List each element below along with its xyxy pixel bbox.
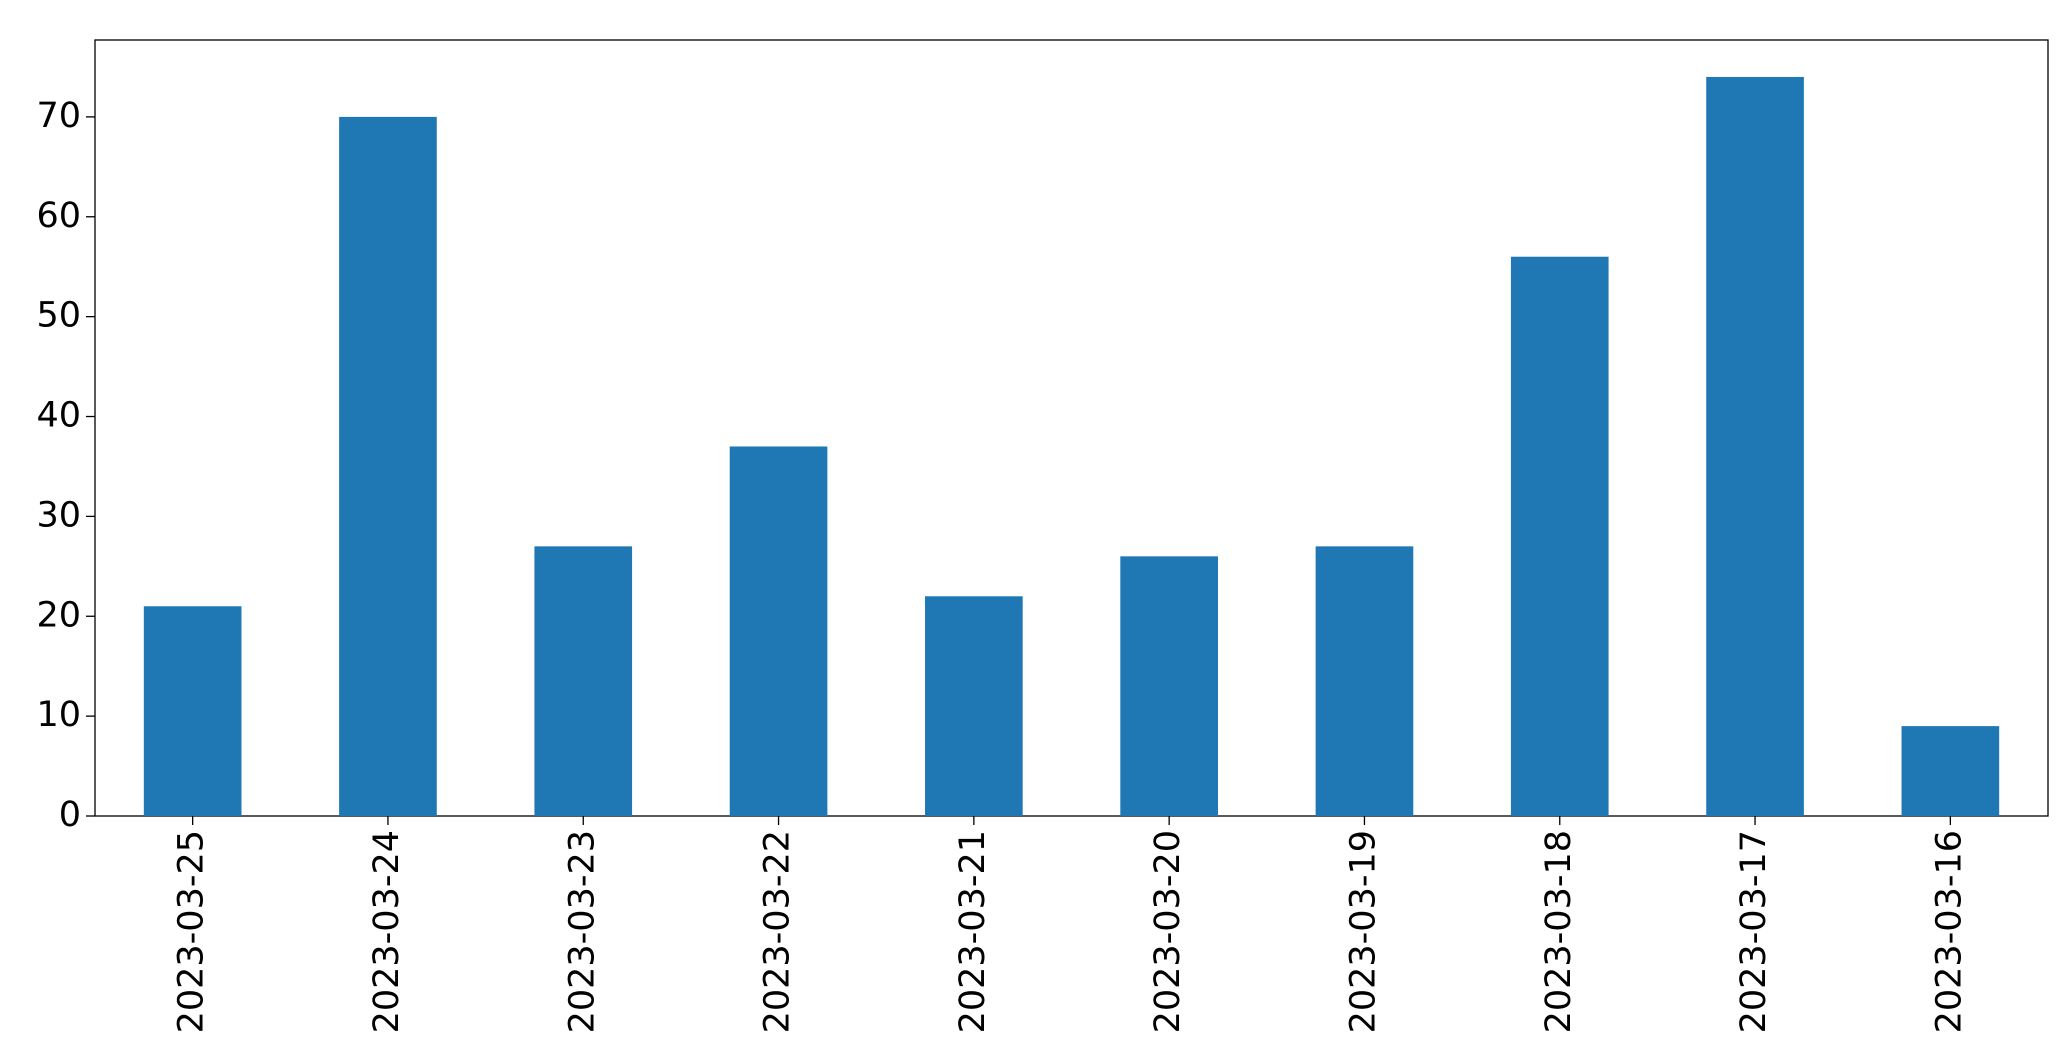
x-tick-label: 2023-03-16	[1929, 830, 1969, 1033]
y-tick-label: 50	[36, 296, 81, 336]
x-tick-label: 2023-03-17	[1734, 830, 1774, 1033]
x-tick-label: 2023-03-19	[1343, 830, 1383, 1033]
y-tick-label: 0	[59, 795, 81, 835]
bar	[1510, 256, 1609, 817]
y-tick-label: 70	[36, 96, 81, 136]
y-tick-label: 20	[36, 595, 81, 635]
bar	[339, 116, 437, 817]
y-tick-label: 30	[36, 495, 81, 535]
x-tick-label: 2023-03-20	[1148, 830, 1188, 1033]
x-tick-label: 2023-03-24	[367, 830, 407, 1033]
bar	[1120, 556, 1218, 816]
x-tick-label: 2023-03-21	[953, 830, 993, 1033]
bar	[1706, 76, 1804, 816]
x-tick-label: 2023-03-18	[1539, 830, 1579, 1033]
y-tick-label: 60	[36, 196, 81, 236]
bar	[729, 446, 828, 816]
y-tick-label: 10	[36, 695, 81, 735]
bar	[1315, 546, 1414, 816]
bar	[1901, 726, 2000, 816]
bar	[534, 546, 633, 816]
bar	[925, 596, 1023, 816]
x-tick-label: 2023-03-25	[172, 830, 212, 1033]
plot-frame	[94, 39, 2049, 817]
x-tick-label: 2023-03-23	[562, 830, 602, 1033]
x-tick-label: 2023-03-22	[758, 830, 798, 1033]
bar	[143, 606, 242, 816]
y-tick-label: 40	[36, 396, 81, 436]
